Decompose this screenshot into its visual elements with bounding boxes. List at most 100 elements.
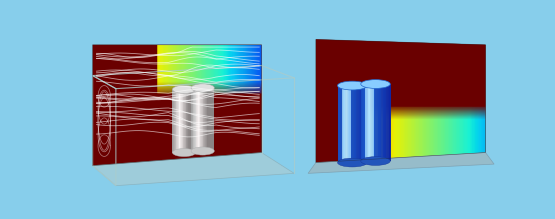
- Polygon shape: [382, 84, 383, 161]
- Polygon shape: [199, 88, 200, 151]
- Polygon shape: [388, 84, 389, 161]
- Polygon shape: [203, 88, 204, 151]
- Polygon shape: [365, 86, 366, 162]
- Polygon shape: [366, 86, 367, 162]
- Polygon shape: [210, 88, 211, 151]
- Polygon shape: [377, 84, 378, 161]
- Polygon shape: [189, 89, 190, 153]
- Polygon shape: [341, 86, 342, 162]
- Polygon shape: [369, 84, 370, 161]
- Polygon shape: [379, 84, 381, 161]
- Polygon shape: [374, 84, 375, 161]
- Polygon shape: [194, 88, 195, 151]
- Polygon shape: [204, 88, 205, 151]
- Polygon shape: [351, 86, 352, 162]
- Polygon shape: [390, 84, 391, 161]
- Polygon shape: [180, 89, 181, 153]
- Polygon shape: [347, 86, 349, 162]
- Polygon shape: [388, 84, 390, 161]
- Polygon shape: [361, 84, 362, 161]
- Ellipse shape: [191, 84, 214, 92]
- Ellipse shape: [361, 80, 390, 88]
- Polygon shape: [316, 39, 486, 162]
- Polygon shape: [308, 153, 494, 173]
- Polygon shape: [384, 84, 386, 161]
- Polygon shape: [193, 88, 194, 151]
- Polygon shape: [179, 89, 180, 153]
- Polygon shape: [339, 86, 340, 162]
- Polygon shape: [379, 84, 380, 161]
- Polygon shape: [211, 88, 212, 151]
- Polygon shape: [194, 89, 195, 153]
- Polygon shape: [364, 84, 365, 161]
- Polygon shape: [202, 88, 203, 151]
- Ellipse shape: [337, 81, 367, 90]
- Polygon shape: [347, 86, 348, 162]
- Ellipse shape: [361, 157, 390, 165]
- Polygon shape: [339, 86, 340, 162]
- Polygon shape: [362, 84, 363, 161]
- Polygon shape: [212, 88, 213, 151]
- Polygon shape: [192, 88, 193, 151]
- Polygon shape: [363, 86, 364, 162]
- Ellipse shape: [173, 85, 196, 94]
- Ellipse shape: [173, 148, 196, 157]
- Polygon shape: [184, 89, 185, 153]
- Polygon shape: [174, 89, 175, 153]
- Polygon shape: [173, 89, 174, 153]
- Polygon shape: [365, 84, 366, 161]
- Polygon shape: [201, 88, 202, 151]
- Polygon shape: [342, 86, 343, 162]
- Polygon shape: [93, 45, 261, 166]
- Polygon shape: [346, 86, 347, 162]
- Polygon shape: [364, 86, 365, 162]
- Polygon shape: [188, 89, 189, 153]
- Polygon shape: [344, 86, 345, 162]
- Polygon shape: [377, 84, 379, 161]
- Polygon shape: [357, 86, 358, 162]
- Polygon shape: [376, 84, 377, 161]
- Polygon shape: [369, 84, 370, 161]
- Polygon shape: [176, 89, 177, 153]
- Polygon shape: [342, 86, 344, 162]
- Polygon shape: [191, 89, 192, 153]
- Polygon shape: [195, 89, 196, 153]
- Polygon shape: [208, 88, 209, 151]
- Polygon shape: [384, 84, 385, 161]
- Polygon shape: [190, 89, 191, 153]
- Polygon shape: [349, 86, 351, 162]
- Polygon shape: [371, 84, 372, 161]
- Polygon shape: [352, 86, 354, 162]
- Polygon shape: [366, 84, 367, 161]
- Polygon shape: [367, 84, 369, 161]
- Polygon shape: [344, 86, 345, 162]
- Polygon shape: [381, 84, 382, 161]
- Polygon shape: [183, 89, 184, 153]
- Polygon shape: [213, 88, 214, 151]
- Polygon shape: [186, 89, 187, 153]
- Polygon shape: [355, 86, 356, 162]
- Polygon shape: [365, 86, 366, 162]
- Ellipse shape: [337, 158, 367, 167]
- Polygon shape: [175, 89, 176, 153]
- Polygon shape: [359, 86, 360, 162]
- Polygon shape: [209, 88, 210, 151]
- Polygon shape: [360, 86, 361, 162]
- Polygon shape: [358, 86, 359, 162]
- Polygon shape: [181, 89, 183, 153]
- Polygon shape: [367, 84, 368, 161]
- Polygon shape: [387, 84, 388, 161]
- Polygon shape: [340, 86, 341, 162]
- Polygon shape: [177, 89, 178, 153]
- Polygon shape: [350, 86, 351, 162]
- Polygon shape: [93, 153, 294, 186]
- Polygon shape: [375, 84, 376, 161]
- Polygon shape: [382, 84, 384, 161]
- Polygon shape: [192, 89, 193, 153]
- Polygon shape: [196, 88, 197, 151]
- Polygon shape: [362, 86, 363, 162]
- Polygon shape: [193, 89, 194, 153]
- Polygon shape: [345, 86, 346, 162]
- Polygon shape: [354, 86, 356, 162]
- Polygon shape: [374, 84, 376, 161]
